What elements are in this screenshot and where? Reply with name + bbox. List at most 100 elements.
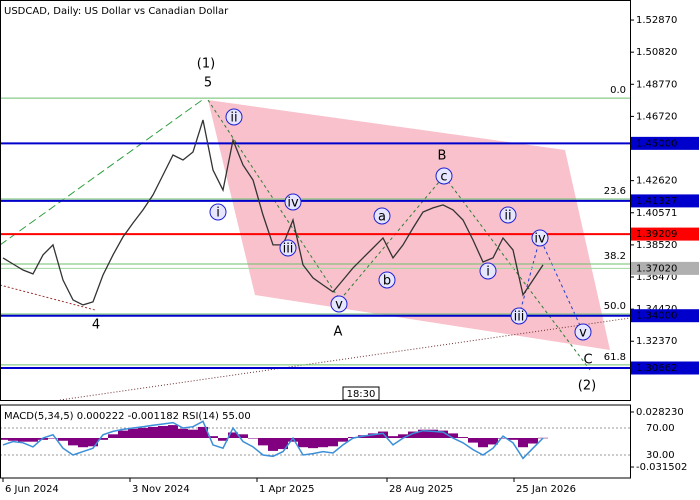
wave-label: C	[583, 353, 592, 368]
macd-bar	[278, 437, 288, 450]
wave-label: iii	[514, 310, 525, 325]
level-box	[631, 136, 699, 150]
macd-bar	[438, 430, 448, 438]
x-tick-label: 3 Nov 2024	[132, 484, 190, 495]
panel-frame	[0, 404, 631, 479]
macd-bar	[388, 436, 398, 438]
y-tick-label: 1.42620	[636, 176, 677, 187]
macd-bar	[498, 437, 508, 439]
wave-marker	[225, 108, 243, 126]
x-tick-label: 6 Jun 2024	[5, 484, 59, 495]
wave-label: B	[438, 149, 447, 164]
macd-bar	[68, 437, 78, 446]
x-tick-label: 28 Aug 2025	[389, 484, 453, 495]
wave-label: v	[335, 298, 343, 313]
price-line	[2, 119, 544, 306]
wave-marker	[378, 271, 396, 289]
wave-marker	[373, 207, 391, 225]
wave-marker	[531, 229, 549, 247]
wave-label: iii	[283, 242, 294, 257]
wave-label: 4	[92, 318, 100, 333]
macd-bar	[408, 431, 418, 438]
macd-bar	[458, 437, 468, 438]
macd-bar	[158, 426, 168, 438]
macd-bar	[78, 437, 88, 448]
macd-bar	[208, 436, 218, 438]
wave-marker	[279, 239, 297, 257]
macd-bar	[308, 437, 318, 449]
y-tick-label: 0.028230	[636, 407, 684, 418]
y-tick-label: 1.38520	[636, 240, 677, 251]
macd-bar	[338, 437, 348, 442]
wave-label: a	[378, 210, 386, 225]
macd-bar	[378, 431, 388, 438]
y-tick-label: -0.031502	[636, 462, 687, 473]
macd-bar	[468, 437, 478, 443]
wave-path	[207, 99, 591, 371]
y-tick-label: 1.48770	[636, 79, 677, 90]
macd-bar	[478, 437, 488, 448]
macd-bar	[288, 437, 298, 442]
macd-bar	[108, 434, 118, 438]
wave-label: c	[440, 170, 447, 185]
level-label: 1.39209	[636, 229, 677, 240]
level-label: 1.45000	[636, 138, 677, 149]
rsi-line	[2, 420, 544, 460]
y2-tick-label: 70.00	[646, 423, 675, 434]
chart-title: USDCAD, Daily: US Dollar vs Canadian Dol…	[4, 6, 229, 17]
macd-bar	[398, 434, 408, 438]
macd-bar	[448, 433, 458, 438]
fib-label: 50.0	[604, 301, 626, 312]
macd-bar	[328, 437, 338, 447]
wave-label: ii	[230, 111, 237, 126]
y-tick-label: 1.32370	[636, 336, 677, 347]
y-tick-label: 1.36470	[636, 272, 677, 283]
level-box	[631, 261, 699, 275]
macd-bar	[318, 437, 328, 448]
macd-bar	[138, 427, 148, 438]
macd-bar	[368, 433, 378, 438]
macd-bar	[228, 432, 238, 438]
wave-label: i	[486, 265, 490, 280]
level-box	[631, 309, 699, 323]
macd-bar	[258, 437, 268, 446]
wave-marker	[510, 307, 528, 325]
macd-bar	[48, 437, 58, 439]
macd-bar	[58, 437, 68, 441]
channel	[208, 100, 610, 350]
wave-marker	[209, 203, 227, 221]
fib-label: 38.2	[604, 251, 626, 262]
macd-bar	[248, 437, 258, 439]
fib-label: 23.6	[604, 186, 626, 197]
macd-bar	[298, 437, 308, 448]
macd-bar	[0, 437, 8, 440]
wave-label: ii	[504, 209, 511, 224]
wave-marker	[499, 206, 517, 224]
y-tick-label: 1.50820	[636, 47, 677, 58]
macd-bar	[88, 437, 98, 447]
wave-label: i	[216, 206, 220, 221]
macd-bar	[428, 429, 438, 438]
macd-bar	[488, 437, 498, 445]
wave-label: b	[383, 274, 391, 289]
fib-label: 0.0	[610, 85, 626, 96]
macd-bar	[178, 428, 188, 438]
macd-bar	[538, 437, 548, 439]
level-box	[631, 361, 699, 375]
wave-label: A	[334, 325, 343, 340]
macd-bar	[8, 437, 18, 441]
macd-bar	[508, 437, 518, 440]
wave-marker	[479, 262, 497, 280]
wave-label: (2)	[578, 379, 596, 394]
macd-bar	[518, 437, 528, 448]
level-box	[631, 227, 699, 241]
macd-bar	[218, 437, 228, 441]
macd-bar	[18, 437, 28, 442]
level-label: 1.34000	[636, 311, 677, 322]
level-box	[631, 194, 699, 208]
wave-label: v	[579, 326, 587, 341]
x-tick-label: 1 Apr 2025	[259, 484, 314, 495]
level-label: 1.41327	[636, 196, 677, 207]
macd-bar	[188, 429, 198, 438]
